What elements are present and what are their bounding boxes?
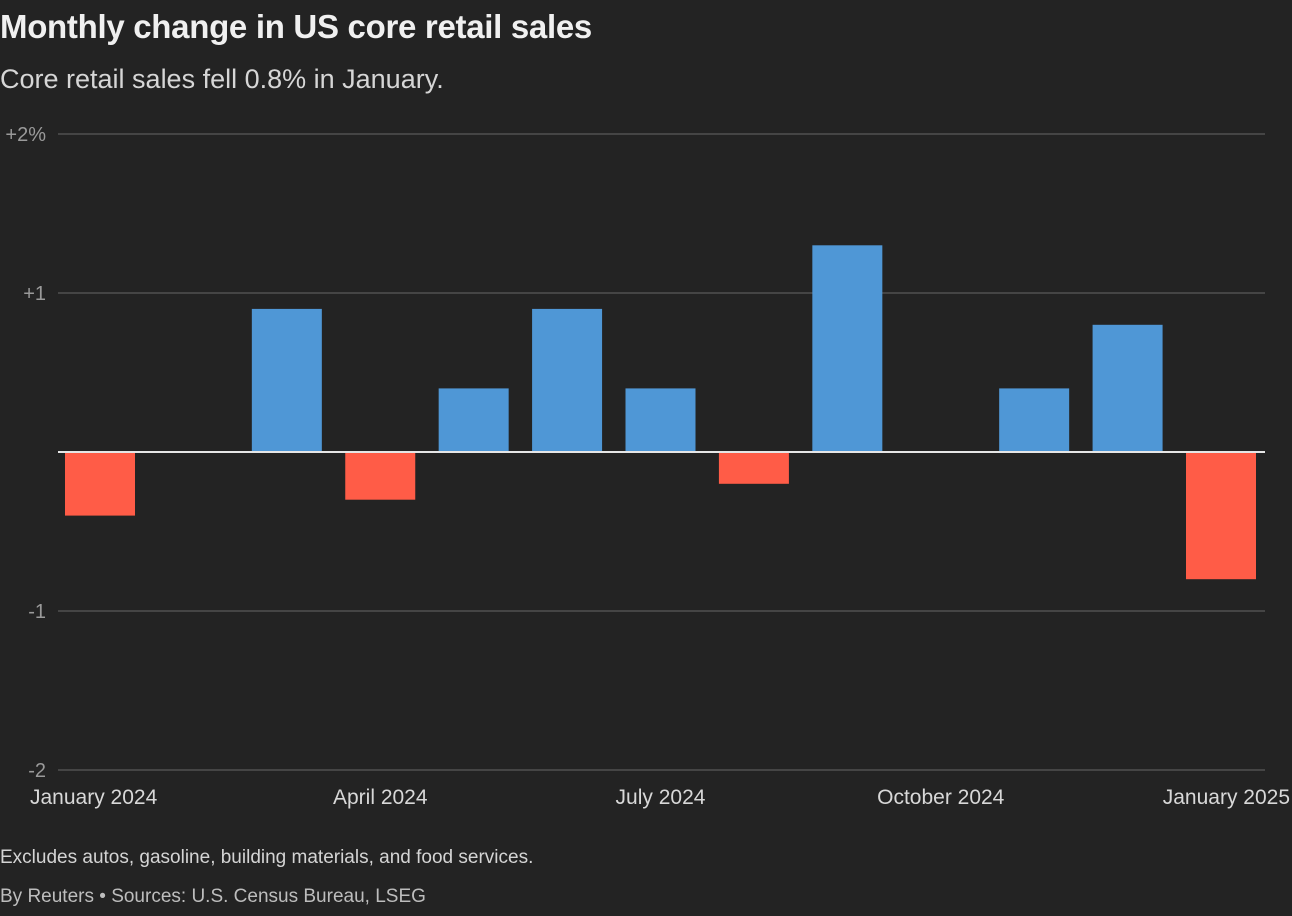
y-tick-label: +1 <box>23 283 46 305</box>
bar-jan-2025 <box>1186 452 1256 580</box>
bar-jun-2024 <box>532 308 603 452</box>
bar-chart: +2% +1 -1 -2 January 2024 April 2024 July 2024… <box>5 124 1290 809</box>
bar-jan-2024 <box>65 452 135 516</box>
x-tick-label: January 2024 <box>30 786 158 809</box>
bar-aug-2024 <box>718 452 789 484</box>
y-tick-label: -2 <box>28 760 46 782</box>
bars <box>65 245 1256 580</box>
chart-source: By Reuters • Sources: U.S. Census Bureau… <box>0 886 426 907</box>
bar-jul-2024 <box>625 388 696 452</box>
bar-apr-2024 <box>345 452 416 500</box>
bar-sep-2024 <box>812 245 883 452</box>
x-tick-label: January 2025 <box>1163 786 1290 809</box>
bar-mar-2024 <box>251 308 322 452</box>
chart-subtitle: Core retail sales fell 0.8% in January. <box>0 64 444 94</box>
chart-title: Monthly change in US core retail sales <box>0 8 592 45</box>
bar-nov-2024 <box>999 388 1070 452</box>
y-tick-label: -1 <box>28 601 46 623</box>
bar-dec-2024 <box>1092 324 1163 452</box>
chart-note: Excludes autos, gasoline, building mater… <box>0 847 534 868</box>
x-tick-label: October 2024 <box>877 786 1005 809</box>
x-tick-label: April 2024 <box>333 786 428 809</box>
gridlines <box>58 133 1265 771</box>
axis-labels: +2% +1 -1 -2 January 2024 April 2024 July 2024… <box>5 124 1290 809</box>
x-tick-label: July 2024 <box>616 786 706 809</box>
bar-may-2024 <box>438 388 509 452</box>
y-tick-label: +2% <box>5 124 46 146</box>
